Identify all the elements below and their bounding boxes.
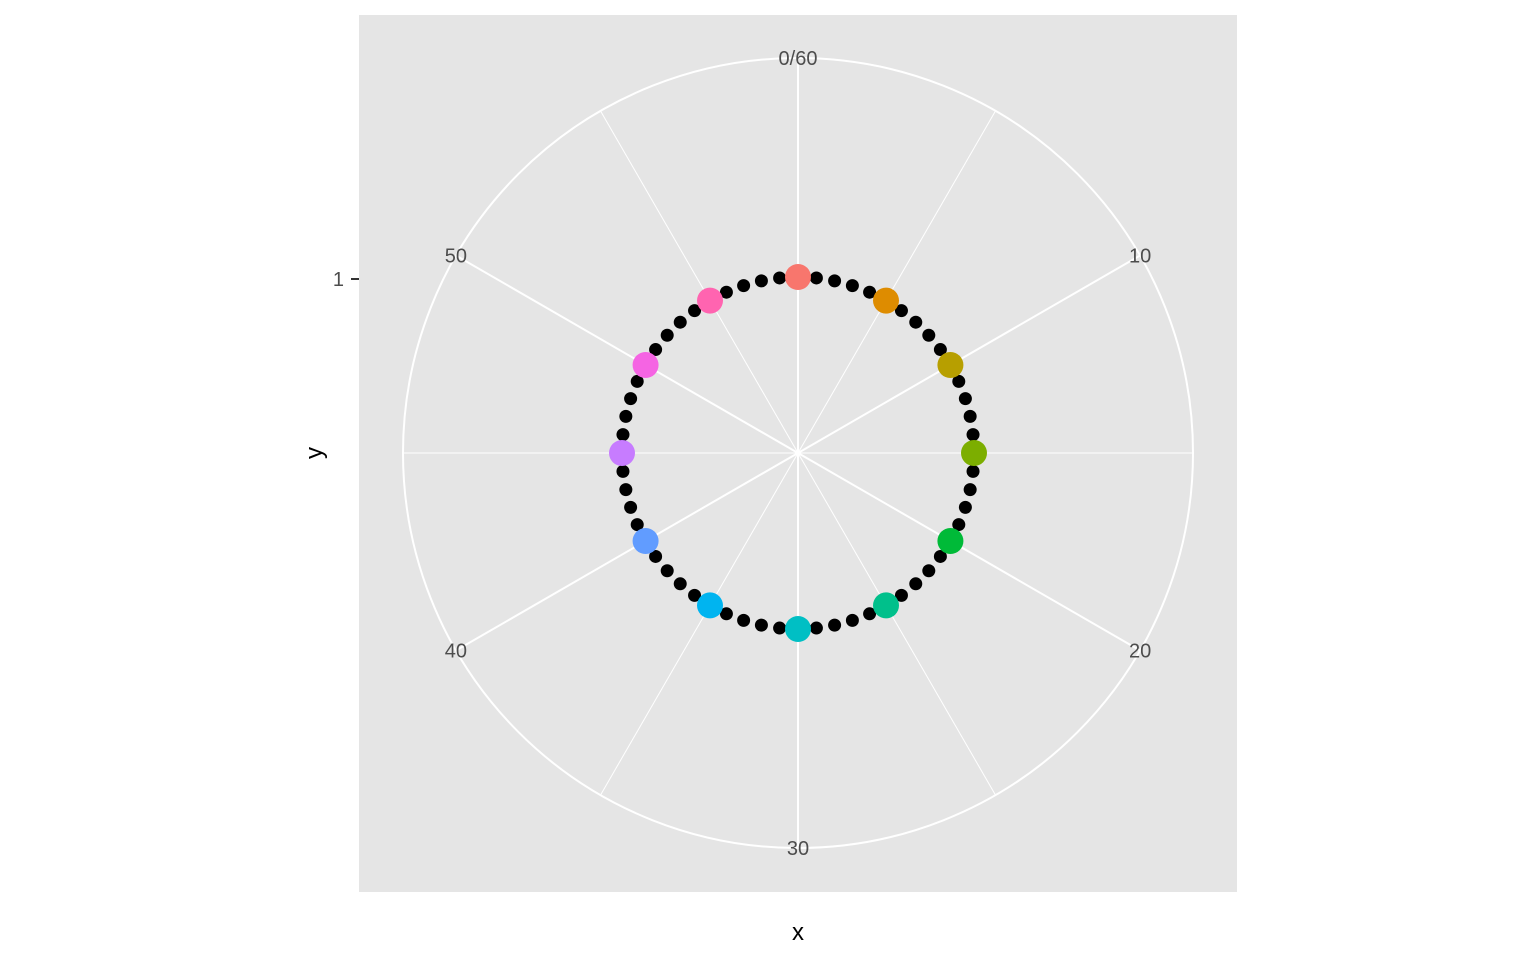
data-point-small [719, 607, 733, 621]
data-point-small [688, 304, 702, 318]
data-point-small [660, 564, 674, 578]
data-point-large [785, 264, 811, 290]
data-point-small [624, 500, 638, 514]
data-point-large [609, 440, 635, 466]
data-point-large [697, 287, 723, 314]
data-point-small [649, 343, 663, 357]
data-point-small [922, 328, 936, 342]
data-point-small [619, 483, 633, 497]
data-point-small [828, 618, 842, 632]
data-point-small [630, 518, 644, 532]
data-point-small [933, 343, 947, 357]
data-point-small [845, 613, 859, 627]
data-point-small [909, 315, 923, 329]
data-point-small [649, 549, 663, 563]
data-point-small [952, 374, 966, 388]
theta-tick-label: 50 [445, 246, 467, 268]
data-point-large [873, 592, 899, 619]
data-point-small [616, 464, 630, 478]
data-point-small [933, 549, 947, 563]
minor-spoke [600, 110, 799, 454]
theta-tick-labels: 0/60 10 20 30 40 50 [445, 48, 1151, 860]
minor-spoke [797, 452, 996, 796]
data-point-small [952, 518, 966, 532]
data-point-large [961, 440, 987, 466]
data-point-small [966, 464, 980, 478]
data-point-small [963, 409, 977, 423]
theta-tick-label: 40 [445, 641, 467, 663]
data-point-large [632, 528, 659, 554]
data-point-large [632, 352, 659, 378]
data-point-small [688, 588, 702, 602]
data-point-small [754, 274, 768, 288]
data-point-small [922, 564, 936, 578]
data-point-small [737, 613, 751, 627]
data-point-small [619, 409, 633, 423]
data-point-small [966, 428, 980, 442]
data-point-small [809, 621, 823, 635]
theta-tick-label: 30 [787, 838, 809, 860]
data-point-small [624, 392, 638, 406]
data-point-small [673, 315, 687, 329]
y-axis-title: y [301, 447, 328, 459]
data-point-small [660, 328, 674, 342]
grid-layer [402, 57, 1194, 849]
major-spoke [455, 254, 799, 454]
data-point-large [873, 287, 899, 314]
data-point-large [937, 352, 964, 378]
major-spoke [797, 452, 1141, 652]
data-point-small [737, 279, 751, 293]
data-point-large [785, 616, 811, 642]
y-tick-label: 1 [333, 269, 344, 291]
data-point-small [894, 588, 908, 602]
data-point-large [937, 528, 964, 554]
data-point-small [958, 392, 972, 406]
minor-spoke [797, 110, 996, 454]
data-point-large [697, 592, 723, 619]
data-point-small [754, 618, 768, 632]
data-point-small [773, 271, 787, 285]
data-point-small [828, 274, 842, 288]
points-layer [609, 264, 987, 642]
data-point-small [863, 607, 877, 621]
theta-tick-label: 0/60 [779, 48, 818, 70]
minor-spoke [600, 452, 799, 796]
data-point-small [963, 483, 977, 497]
data-point-small [845, 279, 859, 293]
data-point-small [863, 285, 877, 299]
data-point-small [909, 577, 923, 591]
data-point-small [894, 304, 908, 318]
data-point-small [773, 621, 787, 635]
data-point-small [616, 428, 630, 442]
y-axis: 1 [333, 269, 359, 291]
data-point-small [719, 285, 733, 299]
major-spoke [455, 452, 799, 652]
data-point-small [809, 271, 823, 285]
data-point-small [958, 500, 972, 514]
theta-tick-label: 20 [1129, 641, 1151, 663]
data-point-small [673, 577, 687, 591]
theta-tick-label: 10 [1129, 246, 1151, 268]
data-point-small [630, 374, 644, 388]
major-spoke [797, 254, 1141, 454]
x-axis-title: x [792, 919, 804, 946]
